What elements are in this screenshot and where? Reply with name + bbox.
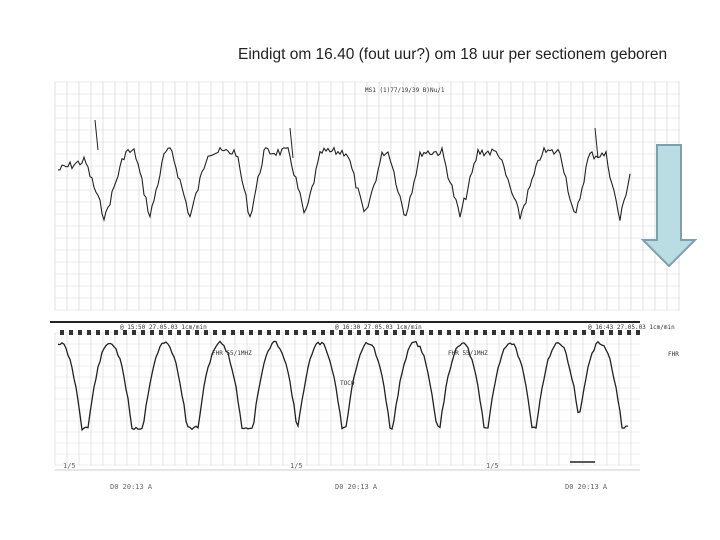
bottom-code: D0 20:13 A: [335, 483, 378, 491]
dash-mark: [330, 330, 334, 335]
dash-mark: [321, 330, 325, 335]
fhr-line: [57, 145, 631, 222]
dash-mark: [600, 330, 604, 335]
dash-mark: [132, 330, 136, 335]
bottom-code: D0 20:13 A: [110, 483, 153, 491]
dash-mark: [555, 330, 559, 335]
marker-label: FHR 55/1MHZ: [448, 350, 488, 357]
marker-label: FHR: [668, 351, 679, 358]
dash-mark: [438, 330, 442, 335]
fhr-spike: [594, 127, 599, 159]
bottom-code: D0 20:13 A: [565, 483, 608, 491]
dash-mark: [591, 330, 595, 335]
dash-mark: [69, 330, 73, 335]
dash-mark: [231, 330, 235, 335]
dash-mark: [204, 330, 208, 335]
zero-label: 1/5: [486, 462, 499, 470]
dash-mark: [474, 330, 478, 335]
dash-mark: [276, 330, 280, 335]
header-text: MS1 (1)77/19/39 B)Nu/1: [365, 87, 445, 94]
dash-mark: [303, 330, 307, 335]
trace-labels: MS1 (1)77/19/39 B)Nu/1 @ 15:50 27.05.03 1…: [63, 87, 679, 491]
zero-label: 1/5: [63, 462, 76, 470]
dash-mark: [492, 330, 496, 335]
toco-header: @ 16:30 27.05.03 1cm/min: [335, 324, 422, 331]
dash-mark: [510, 330, 514, 335]
dash-mark: [375, 330, 379, 335]
dash-mark: [150, 330, 154, 335]
dash-mark: [105, 330, 109, 335]
dash-mark: [636, 330, 640, 335]
dash-mark: [420, 330, 424, 335]
toco-label: TOCO: [340, 380, 355, 387]
dash-mark: [195, 330, 199, 335]
fhr-spike: [94, 119, 99, 151]
dash-mark: [582, 330, 586, 335]
dash-mark: [168, 330, 172, 335]
dash-mark: [240, 330, 244, 335]
dash-mark: [339, 330, 343, 335]
marker-label: FHR 55/1MHZ: [212, 350, 252, 357]
dash-mark: [411, 330, 415, 335]
dash-mark: [267, 330, 271, 335]
dash-mark: [186, 330, 190, 335]
down-arrow-shape: [640, 144, 698, 268]
dash-mark: [393, 330, 397, 335]
dash-mark: [627, 330, 631, 335]
dash-mark: [483, 330, 487, 335]
dash-mark: [285, 330, 289, 335]
trace-grid: [50, 81, 680, 471]
dash-mark: [123, 330, 127, 335]
fhr-spike: [289, 127, 294, 159]
dash-mark: [177, 330, 181, 335]
dash-mark: [465, 330, 469, 335]
fhr-trace: [57, 119, 631, 222]
dash-mark: [546, 330, 550, 335]
down-arrow-icon: [640, 144, 698, 268]
dash-mark: [564, 330, 568, 335]
dash-mark: [573, 330, 577, 335]
toco-trace: [57, 340, 628, 463]
dash-mark: [366, 330, 370, 335]
dash-mark: [384, 330, 388, 335]
dash-mark: [357, 330, 361, 335]
slide-caption: Eindigt om 16.40 (fout uur?) om 18 uur p…: [238, 46, 668, 63]
dash-mark: [501, 330, 505, 335]
dash-mark: [312, 330, 316, 335]
dash-mark: [141, 330, 145, 335]
dash-mark: [294, 330, 298, 335]
toco-line: [57, 340, 628, 432]
dash-mark: [447, 330, 451, 335]
dash-mark: [537, 330, 541, 335]
toco-header: @ 16:43 27.05.03 1cm/min: [588, 324, 675, 331]
dash-mark: [429, 330, 433, 335]
dash-mark: [87, 330, 91, 335]
dash-mark: [96, 330, 100, 335]
dash-mark: [60, 330, 64, 335]
dash-mark: [528, 330, 532, 335]
dash-mark: [249, 330, 253, 335]
dash-mark: [609, 330, 613, 335]
dash-mark: [519, 330, 523, 335]
dash-mark: [159, 330, 163, 335]
zero-label: 1/5: [290, 462, 303, 470]
dash-mark: [402, 330, 406, 335]
dash-mark: [456, 330, 460, 335]
dash-mark: [348, 330, 352, 335]
toco-header: @ 15:50 27.05.03 1cm/min: [120, 324, 207, 331]
dash-mark: [618, 330, 622, 335]
dash-mark: [213, 330, 217, 335]
dash-mark: [258, 330, 262, 335]
dash-mark: [114, 330, 118, 335]
dash-mark: [78, 330, 82, 335]
dash-mark: [222, 330, 226, 335]
